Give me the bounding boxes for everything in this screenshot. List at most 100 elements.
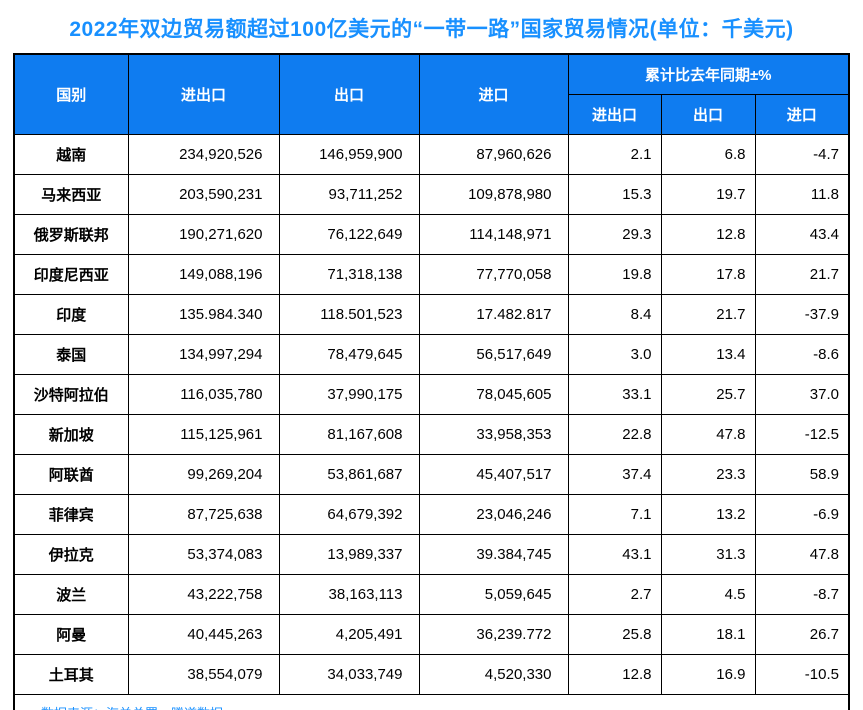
- cell-total: 234,920,526: [127, 134, 280, 175]
- cell-country: 菲律宾: [13, 494, 129, 535]
- cell-import: 23,046,246: [418, 494, 569, 535]
- cell-yoy_import: -4.7: [754, 134, 850, 175]
- cell-yoy_export: 6.8: [660, 134, 756, 175]
- cell-yoy_total: 2.7: [567, 574, 662, 615]
- cell-yoy_total: 2.1: [567, 134, 662, 175]
- cell-yoy_total: 43.1: [567, 534, 662, 575]
- cell-country: 新加坡: [13, 414, 129, 455]
- cell-total: 115,125,961: [127, 414, 280, 455]
- cell-country: 泰国: [13, 334, 129, 375]
- cell-total: 40,445,263: [127, 614, 280, 655]
- cell-import: 87,960,626: [418, 134, 569, 175]
- cell-yoy_import: -10.5: [754, 654, 850, 695]
- cell-yoy_import: -12.5: [754, 414, 850, 455]
- cell-yoy_total: 33.1: [567, 374, 662, 415]
- cell-import: 114,148,971: [418, 214, 569, 255]
- cell-export: 146,959,900: [278, 134, 420, 175]
- cell-country: 波兰: [13, 574, 129, 615]
- cell-yoy_export: 31.3: [660, 534, 756, 575]
- cell-country: 印度尼西亚: [13, 254, 129, 295]
- cell-export: 81,167,608: [278, 414, 420, 455]
- cell-country: 马来西亚: [13, 174, 129, 215]
- cell-yoy_import: -37.9: [754, 294, 850, 335]
- cell-import: 5,059,645: [418, 574, 569, 615]
- table-row: 阿曼 40,445,263 4,205,491 36,239.772 25.8 18.1 2…: [13, 614, 850, 655]
- cell-yoy_export: 18.1: [660, 614, 756, 655]
- table-row: 俄罗斯联邦 190,271,620 76,122,649 114,148,971 29.…: [13, 214, 850, 255]
- cell-yoy_total: 7.1: [567, 494, 662, 535]
- cell-total: 38,554,079: [127, 654, 280, 695]
- table-row: 阿联酋 99,269,204 53,861,687 45,407,517 37.4 23.…: [13, 454, 850, 495]
- cell-export: 53,861,687: [278, 454, 420, 495]
- cell-export: 93,711,252: [278, 174, 420, 215]
- cell-import: 39.384,745: [418, 534, 569, 575]
- header-yoy-import: 进口: [754, 94, 850, 135]
- header-country: 国别: [13, 53, 129, 135]
- cell-export: 4,205,491: [278, 614, 420, 655]
- cell-total: 135.984.340: [127, 294, 280, 335]
- cell-total: 43,222,758: [127, 574, 280, 615]
- table-row: 沙特阿拉伯 116,035,780 37,990,175 78,045,605 33.1…: [13, 374, 850, 415]
- cell-export: 71,318,138: [278, 254, 420, 295]
- cell-import: 78,045,605: [418, 374, 569, 415]
- cell-import: 56,517,649: [418, 334, 569, 375]
- cell-yoy_export: 21.7: [660, 294, 756, 335]
- cell-total: 203,590,231: [127, 174, 280, 215]
- cell-yoy_import: 21.7: [754, 254, 850, 295]
- table-row: 马来西亚 203,590,231 93,711,252 109,878,980 15.3…: [13, 174, 850, 215]
- trade-table: 国别 进出口 出口 进口 累计比去年同期±% 进出口 出口 进口 越南 234,9…: [13, 53, 850, 710]
- cell-total: 149,088,196: [127, 254, 280, 295]
- header-yoy-export: 出口: [660, 94, 756, 135]
- table-row: 土耳其 38,554,079 34,033,749 4,520,330 12.8 16.9…: [13, 654, 850, 695]
- table-row: 伊拉克 53,374,083 13,989,337 39.384,745 43.1 31.…: [13, 534, 850, 575]
- cell-yoy_import: 43.4: [754, 214, 850, 255]
- cell-yoy_total: 22.8: [567, 414, 662, 455]
- cell-yoy_total: 19.8: [567, 254, 662, 295]
- table-row: 新加坡 115,125,961 81,167,608 33,958,353 22.8 47…: [13, 414, 850, 455]
- cell-yoy_export: 12.8: [660, 214, 756, 255]
- cell-yoy_export: 47.8: [660, 414, 756, 455]
- cell-yoy_export: 16.9: [660, 654, 756, 695]
- cell-export: 34,033,749: [278, 654, 420, 695]
- cell-total: 87,725,638: [127, 494, 280, 535]
- cell-export: 37,990,175: [278, 374, 420, 415]
- cell-yoy_import: -8.7: [754, 574, 850, 615]
- header-yoy-group: 累计比去年同期±%: [567, 53, 850, 95]
- cell-country: 越南: [13, 134, 129, 175]
- cell-yoy_import: -8.6: [754, 334, 850, 375]
- cell-export: 76,122,649: [278, 214, 420, 255]
- table-body: 越南 234,920,526 146,959,900 87,960,626 2.1 6.8…: [13, 134, 850, 695]
- header-yoy-total: 进出口: [567, 94, 662, 135]
- cell-country: 印度: [13, 294, 129, 335]
- cell-import: 33,958,353: [418, 414, 569, 455]
- cell-export: 38,163,113: [278, 574, 420, 615]
- cell-country: 沙特阿拉伯: [13, 374, 129, 415]
- cell-import: 4,520,330: [418, 654, 569, 695]
- table-row: 印度 135.984.340 118.501,523 17.482.817 8.4 21.…: [13, 294, 850, 335]
- cell-total: 116,035,780: [127, 374, 280, 415]
- page-title: 2022年双边贸易额超过100亿美元的“一带一路”国家贸易情况(单位：千美元): [69, 18, 794, 41]
- header-export: 出口: [278, 53, 420, 135]
- table-row: 泰国 134,997,294 78,479,645 56,517,649 3.0 13.4…: [13, 334, 850, 375]
- cell-total: 190,271,620: [127, 214, 280, 255]
- cell-yoy_import: 11.8: [754, 174, 850, 215]
- table-row: 波兰 43,222,758 38,163,113 5,059,645 2.7 4.5 -8.…: [13, 574, 850, 615]
- cell-yoy_total: 37.4: [567, 454, 662, 495]
- cell-total: 53,374,083: [127, 534, 280, 575]
- cell-yoy_export: 13.2: [660, 494, 756, 535]
- cell-yoy_export: 23.3: [660, 454, 756, 495]
- cell-total: 134,997,294: [127, 334, 280, 375]
- cell-yoy_total: 8.4: [567, 294, 662, 335]
- cell-import: 17.482.817: [418, 294, 569, 335]
- cell-yoy_import: -6.9: [754, 494, 850, 535]
- table-footer: 数据来源：海关总署、腾道数据: [13, 694, 850, 710]
- cell-yoy_total: 15.3: [567, 174, 662, 215]
- cell-yoy_import: 26.7: [754, 614, 850, 655]
- cell-yoy_import: 58.9: [754, 454, 850, 495]
- cell-yoy_export: 19.7: [660, 174, 756, 215]
- cell-export: 64,679,392: [278, 494, 420, 535]
- cell-yoy_total: 29.3: [567, 214, 662, 255]
- cell-yoy_export: 17.8: [660, 254, 756, 295]
- cell-export: 78,479,645: [278, 334, 420, 375]
